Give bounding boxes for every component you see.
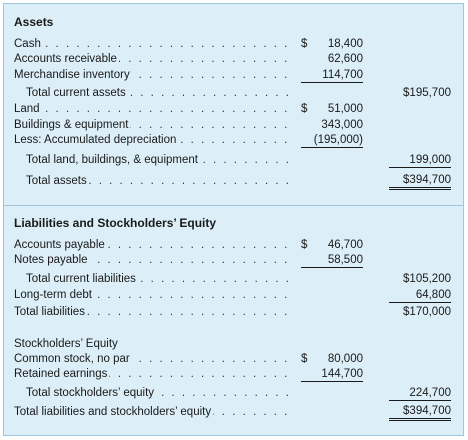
asset-row: . . . . . . . . . . . . . . . . . . . . …: [4, 153, 463, 168]
line-item-label: Total current assets: [26, 86, 128, 101]
total-amount: $170,000: [403, 306, 451, 318]
dollar-sign: $: [301, 103, 308, 115]
line-item-label: Total assets: [26, 174, 89, 189]
line-item-label: Total stockholders’ equity: [26, 386, 157, 401]
line-item-label: Land: [14, 102, 42, 117]
detail-amount: 144,700: [301, 367, 363, 382]
detail-amount: $46,700: [301, 238, 363, 253]
detail-amount-value: 62,600: [327, 53, 363, 65]
section-divider: [4, 205, 463, 206]
detail-amount-value: 18,400: [327, 38, 363, 50]
line-item-label: Accounts payable: [14, 238, 107, 253]
line-item-label: Notes payable: [14, 253, 90, 268]
asset-row: . . . . . . . . . . . . . . . . . . . . …: [4, 133, 463, 148]
detail-amount-value: (195,000): [313, 134, 363, 146]
detail-amount: $51,000: [301, 102, 363, 117]
dollar-sign: $: [301, 38, 308, 50]
dot-leader: . . . . . . . . . . . . . . . . . . . . …: [14, 38, 295, 50]
detail-amount-value: 58,500: [327, 254, 363, 266]
line-item-label: Total land, buildings, & equipment: [26, 153, 200, 168]
liability-equity-row: . . . . . . . . . . . . . . . . . . . . …: [4, 272, 463, 287]
line-item-label: Accounts receivable: [14, 52, 119, 67]
detail-amount: 114,700: [301, 68, 363, 83]
detail-amount-value: 114,700: [322, 69, 363, 81]
total-amount: $394,700: [389, 405, 451, 421]
total-amount: 224,700: [389, 386, 451, 401]
detail-amount: 62,600: [301, 52, 363, 67]
line-item-label: Stockholders’ Equity: [14, 337, 120, 352]
line-item-label: Total liabilities and stockholders’ equi…: [14, 405, 214, 420]
liability-equity-row: . . . . . . . . . . . . . . . . . . . . …: [4, 238, 463, 253]
liability-equity-row: . . . . . . . . . . . . . . . . . . . . …: [4, 288, 463, 303]
asset-row: . . . . . . . . . . . . . . . . . . . . …: [4, 174, 463, 190]
line-item-label: Cash: [14, 37, 43, 52]
detail-amount: $18,400: [301, 37, 363, 52]
dollar-sign: $: [301, 239, 308, 251]
total-amount: $195,700: [403, 87, 451, 99]
total-amount: 199,000: [389, 153, 451, 168]
line-item-label: Retained earnings: [14, 367, 110, 382]
liability-equity-row: . . . . . . . . . . . . . . . . . . . . …: [4, 253, 463, 268]
line-item-label: Total liabilities: [14, 305, 87, 320]
dollar-sign: $: [301, 353, 308, 365]
asset-row: . . . . . . . . . . . . . . . . . . . . …: [4, 86, 463, 101]
liability-equity-row: Stockholders’ Equity: [4, 337, 463, 352]
detail-amount-value: 51,000: [327, 103, 363, 115]
liability-equity-row: . . . . . . . . . . . . . . . . . . . . …: [4, 305, 463, 320]
detail-amount: $80,000: [301, 352, 363, 367]
total-amount: $394,700: [389, 174, 451, 190]
line-item-label: Merchandise inventory: [14, 68, 132, 83]
liability-equity-row: . . . . . . . . . . . . . . . . . . . . …: [4, 386, 463, 401]
liability-equity-row: . . . . . . . . . . . . . . . . . . . . …: [4, 367, 463, 382]
liability-equity-row: . . . . . . . . . . . . . . . . . . . . …: [4, 352, 463, 367]
liabilities-heading: Liabilities and Stockholders’ Equity: [14, 216, 217, 230]
asset-row: . . . . . . . . . . . . . . . . . . . . …: [4, 52, 463, 67]
detail-amount-value: 80,000: [327, 353, 363, 365]
dot-leader: . . . . . . . . . . . . . . . . . . . . …: [26, 175, 295, 187]
detail-amount: 343,000: [301, 118, 363, 133]
balance-sheet-panel: Assets . . . . . . . . . . . . . . . . .…: [3, 3, 464, 436]
dot-leader: . . . . . . . . . . . . . . . . . . . . …: [14, 103, 295, 115]
total-amount: 64,800: [389, 288, 451, 303]
detail-amount-value: 343,000: [321, 119, 363, 131]
line-item-label: Long-term debt: [14, 288, 94, 303]
liability-equity-row: . . . . . . . . . . . . . . . . . . . . …: [4, 405, 463, 421]
line-item-label: Less: Accumulated depreciation: [14, 133, 179, 148]
line-item-label: Total current liabilities: [26, 272, 138, 287]
asset-row: . . . . . . . . . . . . . . . . . . . . …: [4, 118, 463, 133]
detail-amount: (195,000): [301, 133, 363, 148]
detail-amount-value: 46,700: [327, 239, 363, 251]
detail-amount: 58,500: [301, 253, 363, 268]
total-amount: $105,200: [403, 273, 451, 285]
asset-row: . . . . . . . . . . . . . . . . . . . . …: [4, 68, 463, 83]
asset-row: . . . . . . . . . . . . . . . . . . . . …: [4, 102, 463, 117]
assets-heading: Assets: [14, 15, 54, 29]
line-item-label: Common stock, no par: [14, 352, 132, 367]
detail-amount-value: 144,700: [321, 368, 363, 380]
line-item-label: Buildings & equipment: [14, 118, 131, 133]
asset-row: . . . . . . . . . . . . . . . . . . . . …: [4, 37, 463, 52]
